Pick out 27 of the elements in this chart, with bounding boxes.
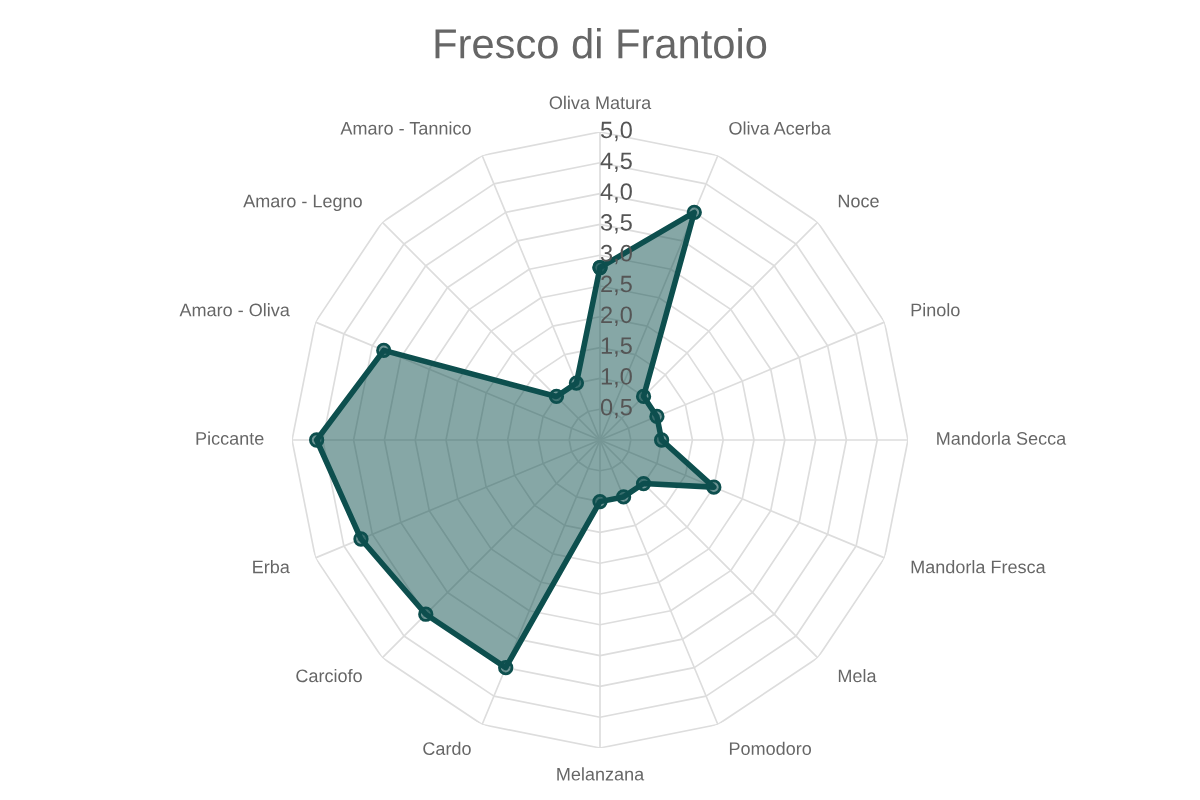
spoke-label: Oliva Acerba: [729, 121, 831, 135]
spoke-label: Mandorla Fresca: [911, 560, 1046, 574]
y-tick-label: 4,0: [600, 183, 632, 203]
y-tick-label: 4,5: [600, 152, 632, 172]
chart-title: Fresco di Frantoio: [435, 28, 767, 59]
y-tick-label: 5,0: [600, 121, 632, 142]
spoke-label: Amaro - Tannico: [340, 121, 471, 135]
spoke-label: Noce: [838, 194, 879, 208]
spoke-label: Piccante: [196, 431, 264, 445]
y-tick-label: 0,5: [600, 398, 632, 419]
spoke-label: Melanzana: [557, 767, 645, 781]
y-tick-label: 1,5: [601, 337, 632, 357]
spoke-label: Cardo: [423, 741, 471, 756]
spoke-label: Erba: [253, 560, 290, 574]
spoke-label: Amaro - Oliva: [179, 303, 290, 317]
spoke-label: Pomodoro: [729, 741, 812, 756]
spoke-label: Pinolo: [911, 303, 960, 317]
y-tick-label: 2,0: [601, 306, 632, 326]
y-tick-label: 1,0: [601, 368, 632, 388]
spoke-label: Mandorla Secca: [937, 431, 1067, 445]
spoke-label: Carciofo: [296, 668, 362, 683]
spoke-label: Oliva Matura: [549, 95, 652, 110]
spoke-label: Amaro - Legno: [243, 194, 362, 212]
spoke-label: Mela: [838, 668, 877, 683]
y-tick-label: 3,5: [600, 214, 632, 234]
y-tick-label: 2,5: [601, 275, 632, 296]
y-tick-label: 3,0: [600, 244, 632, 265]
